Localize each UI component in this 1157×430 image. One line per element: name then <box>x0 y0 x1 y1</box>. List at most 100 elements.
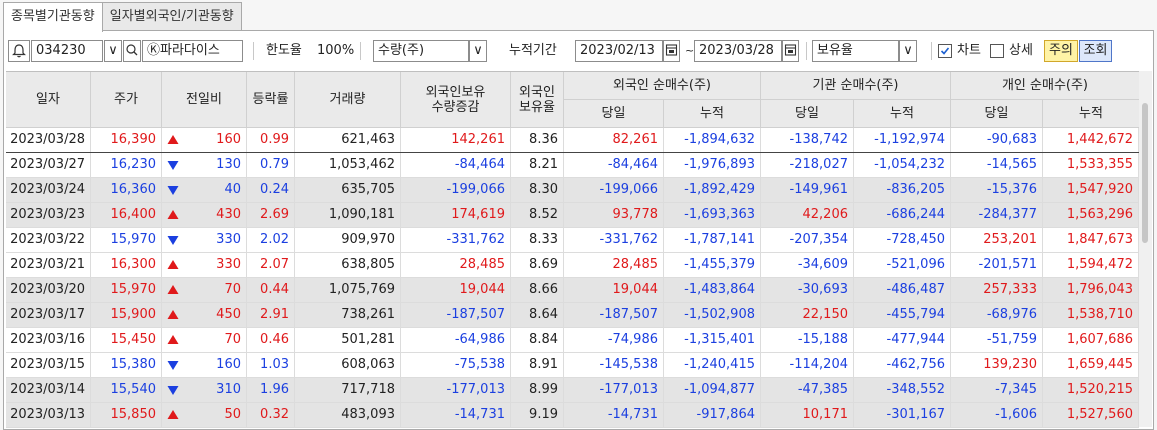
stock-code-dropdown[interactable]: ∨ <box>104 40 122 62</box>
cell-price: 16,400 <box>91 203 162 227</box>
caution-button[interactable]: 주의 <box>1044 40 1078 62</box>
alarm-button[interactable] <box>8 40 30 62</box>
stock-search-button[interactable] <box>123 40 141 62</box>
table-row[interactable]: 2023/03/21 16,300 330 2.07 638,805 28,485 8.69… <box>6 253 1139 278</box>
cell-fratio: 8.33 <box>511 228 564 252</box>
scrollbar-thumb[interactable] <box>1142 103 1148 243</box>
quantity-unit-dropdown[interactable]: ∨ <box>469 40 487 62</box>
tab-daily-foreign-institution-trend[interactable]: 일자별외국인/기관동향 <box>101 2 242 31</box>
cell-rate: 0.46 <box>247 328 295 352</box>
date-to-input[interactable]: 2023/03/28 <box>694 40 782 62</box>
cell-icum: -486,487 <box>854 278 951 302</box>
col-indiv-day[interactable]: 당일 <box>951 100 1043 128</box>
cell-fcum: -917,864 <box>664 403 761 427</box>
cell-pcum: 1,796,043 <box>1043 278 1139 302</box>
cell-fratio: 8.66 <box>511 278 564 302</box>
cell-fhold: -187,507 <box>401 303 511 327</box>
cell-price: 15,970 <box>91 228 162 252</box>
col-foreign-ratio-line2: 보유율 <box>519 99 555 115</box>
cell-pcum: 1,538,710 <box>1043 303 1139 327</box>
cell-pcum: 1,547,920 <box>1043 178 1139 202</box>
cell-price: 15,970 <box>91 278 162 302</box>
cell-fratio: 8.91 <box>511 353 564 377</box>
col-rate[interactable]: 등락률 <box>247 72 295 128</box>
col-inst-day[interactable]: 당일 <box>761 100 854 128</box>
cell-pcum: 1,594,472 <box>1043 253 1139 277</box>
tab-stock-institution-trend[interactable]: 종목별기관동향 <box>3 2 103 32</box>
cell-icum: -477,944 <box>854 328 951 352</box>
cell-pcum: 1,520,215 <box>1043 378 1139 402</box>
cell-fhold: 19,044 <box>401 278 511 302</box>
cell-price: 15,850 <box>91 403 162 427</box>
cell-price: 15,540 <box>91 378 162 402</box>
cell-pday: 253,201 <box>951 228 1043 252</box>
cell-volume: 621,463 <box>295 128 401 152</box>
cell-pcum: 1,527,560 <box>1043 403 1139 427</box>
col-volume[interactable]: 거래량 <box>295 72 401 128</box>
col-date[interactable]: 일자 <box>6 72 91 128</box>
triangle-up-icon <box>162 303 182 327</box>
cell-volume: 638,805 <box>295 253 401 277</box>
cell-date: 2023/03/21 <box>6 253 91 277</box>
cell-pday: -1,606 <box>951 403 1043 427</box>
cell-change: 310 <box>182 378 247 402</box>
holding-dropdown[interactable]: ∨ <box>899 40 917 62</box>
table-row[interactable]: 2023/03/15 15,380 160 1.03 608,063 -75,538 8.9… <box>6 353 1139 378</box>
separator <box>806 42 807 60</box>
cell-fratio: 8.69 <box>511 253 564 277</box>
cell-change: 130 <box>182 153 247 177</box>
table-row[interactable]: 2023/03/17 15,900 450 2.91 738,261 -187,507 8.… <box>6 303 1139 328</box>
cell-change: 330 <box>182 228 247 252</box>
col-foreign-hold-change[interactable]: 외국인보유 수량증감 <box>401 72 511 128</box>
search-button[interactable]: 조회 <box>1079 40 1112 62</box>
cell-fratio: 8.21 <box>511 153 564 177</box>
table-row[interactable]: 2023/03/16 15,450 70 0.46 501,281 -64,986 8.84… <box>6 328 1139 353</box>
cell-fday: 28,485 <box>564 253 664 277</box>
chart-checkbox[interactable] <box>938 44 952 58</box>
date-to-calendar-button[interactable] <box>782 40 799 62</box>
table-row[interactable]: 2023/03/20 15,970 70 0.44 1,075,769 19,044 8.6… <box>6 278 1139 303</box>
cell-volume: 717,718 <box>295 378 401 402</box>
cell-fcum: -1,315,401 <box>664 328 761 352</box>
cell-icum: -836,205 <box>854 178 951 202</box>
separator <box>931 42 932 60</box>
cell-rate: 0.99 <box>247 128 295 152</box>
table-row[interactable]: 2023/03/24 16,360 40 0.24 635,705 -199,066 8.3… <box>6 178 1139 203</box>
cell-pday: -15,376 <box>951 178 1043 202</box>
vertical-scrollbar[interactable] <box>1139 71 1152 427</box>
cell-date: 2023/03/15 <box>6 353 91 377</box>
col-foreign-day[interactable]: 당일 <box>564 100 664 128</box>
col-foreign-cum[interactable]: 누적 <box>664 100 761 128</box>
col-change[interactable]: 전일비 <box>162 72 247 128</box>
detail-checkbox[interactable] <box>990 44 1004 58</box>
stock-code-input[interactable]: 034230 <box>31 40 103 62</box>
col-inst-cum[interactable]: 누적 <box>854 100 951 128</box>
triangle-down-icon <box>162 228 182 252</box>
table-row[interactable]: 2023/03/23 16,400 430 2.69 1,090,181 174,619 8… <box>6 203 1139 228</box>
table-row[interactable]: 2023/03/14 15,540 310 1.96 717,718 -177,013 8.… <box>6 378 1139 403</box>
cell-fday: 19,044 <box>564 278 664 302</box>
col-indiv-cum[interactable]: 누적 <box>1043 100 1139 128</box>
table-row[interactable]: 2023/03/27 16,230 130 0.79 1,053,462 -84,464 8… <box>6 153 1139 178</box>
table-row[interactable]: 2023/03/28 16,390 160 0.99 621,463 142,261 8.3… <box>6 128 1139 153</box>
cell-fday: -145,538 <box>564 353 664 377</box>
date-from-calendar-button[interactable] <box>663 40 680 62</box>
table-row[interactable]: 2023/03/13 15,850 50 0.32 483,093 -14,731 9.19… <box>6 403 1139 428</box>
cell-rate: 2.69 <box>247 203 295 227</box>
col-foreign-ratio[interactable]: 외국인 보유율 <box>511 72 564 128</box>
separator <box>360 42 361 60</box>
col-price[interactable]: 주가 <box>91 72 162 128</box>
table-row[interactable]: 2023/03/22 15,970 330 2.02 909,970 -331,762 8.… <box>6 228 1139 253</box>
calendar-icon <box>784 44 797 56</box>
cell-fday: -14,731 <box>564 403 664 427</box>
date-from-input[interactable]: 2023/02/13 <box>575 40 663 62</box>
cell-fratio: 8.30 <box>511 178 564 202</box>
cell-fratio: 9.19 <box>511 403 564 427</box>
cell-volume: 608,063 <box>295 353 401 377</box>
quantity-unit-select[interactable]: 수량(주) <box>373 40 469 62</box>
cell-fcum: -1,892,429 <box>664 178 761 202</box>
cell-change: 70 <box>182 278 247 302</box>
date-range-separator: ~ <box>685 44 695 57</box>
holding-select[interactable]: 보유율 <box>812 40 899 62</box>
cell-pday: -51,759 <box>951 328 1043 352</box>
